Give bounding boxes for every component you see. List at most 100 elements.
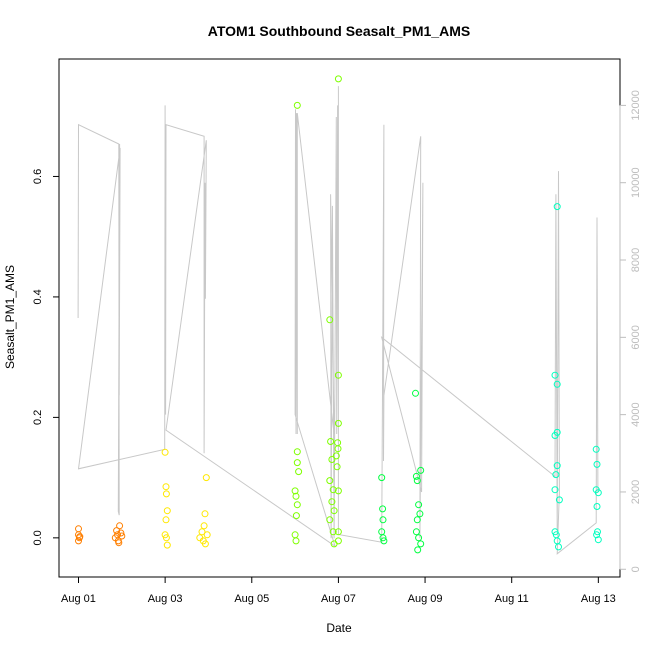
x-tick-label: Aug 11 — [495, 593, 529, 605]
data-point-series-3-28 — [334, 487, 342, 495]
data-point-series-5-1 — [553, 203, 561, 211]
x-tick-label: Aug 01 — [61, 593, 96, 605]
data-point-series-2-12 — [202, 474, 210, 482]
data-point-series-3-19 — [329, 528, 337, 536]
data-point-series-4-15 — [415, 534, 423, 542]
chart-title: ATOM1 Southbound Seasalt_PM1_AMS — [208, 23, 470, 39]
data-point-series-3-10 — [292, 537, 300, 545]
data-point-series-2-11 — [200, 522, 208, 530]
x-tick-label: Aug 09 — [408, 593, 443, 605]
data-point-series-1-1 — [75, 525, 82, 533]
plot-area — [58, 58, 621, 578]
data-point-series-5-6 — [553, 462, 561, 470]
data-point-series-5-17 — [594, 489, 602, 497]
data-point-series-3-23 — [334, 419, 342, 427]
data-point-series-4-9 — [413, 477, 421, 485]
data-point-series-3-21 — [334, 75, 342, 83]
y2-tick-label: 6000 — [630, 325, 642, 349]
y2-tick-label: 8000 — [630, 248, 642, 272]
x-axis-label: Date — [326, 621, 352, 635]
data-point-series-3-6 — [292, 492, 300, 500]
data-point-series-5-18 — [593, 503, 601, 510]
data-point-series-5-14 — [592, 445, 600, 453]
data-point-series-2-15 — [203, 531, 211, 539]
data-point-series-2-16 — [201, 540, 209, 548]
data-point-series-4-11 — [415, 501, 423, 509]
data-point-series-1-11 — [113, 527, 121, 535]
data-point-series-5-3 — [553, 380, 561, 388]
data-point-series-5-13 — [552, 531, 560, 539]
data-point-series-3-29 — [334, 528, 342, 536]
data-point-series-3-15 — [329, 486, 337, 494]
data-point-series-3-12 — [327, 438, 335, 445]
data-point-series-5-12 — [555, 543, 562, 551]
data-point-series-5-20 — [594, 536, 602, 544]
data-point-series-3-7 — [293, 501, 301, 509]
y-axis: 0.0 0.2 0.4 0.6 — [32, 169, 60, 545]
data-point-series-3-27 — [333, 463, 341, 471]
data-point-series-3-30 — [334, 537, 342, 545]
y-tick-label: 0.2 — [32, 410, 44, 425]
data-point-series-5-7 — [552, 471, 560, 479]
data-point-series-1-4 — [75, 537, 82, 545]
data-point-series-3-11 — [326, 316, 334, 324]
data-point-series-1-5 — [76, 533, 84, 541]
y2-axis: 0 2000 4000 6000 8000 10000 12000 — [619, 90, 642, 572]
data-point-series-3-18 — [326, 516, 334, 524]
data-point-series-1-12 — [118, 532, 126, 540]
data-point-series-3-24 — [334, 439, 342, 447]
data-point-series-4-6 — [380, 537, 388, 545]
data-point-series-4-17 — [414, 546, 422, 554]
data-point-series-4-8 — [412, 472, 420, 480]
y-tick-label: 0.0 — [32, 530, 44, 545]
data-point-series-2-1 — [161, 448, 169, 456]
data-point-series-3-8 — [292, 512, 300, 520]
data-point-series-2-7 — [163, 541, 171, 549]
data-point-series-4-13 — [413, 516, 421, 524]
data-point-series-4-12 — [416, 510, 424, 518]
data-point-series-4-3 — [379, 516, 387, 524]
data-point-series-4-16 — [417, 540, 425, 548]
data-point-series-4-2 — [379, 505, 387, 513]
y2-tick-label: 10000 — [630, 167, 642, 198]
data-point-series-3-25 — [334, 445, 342, 453]
x-tick-label: Aug 03 — [148, 593, 183, 605]
data-point-series-2-8 — [161, 531, 169, 539]
secondary-line-layer — [77, 86, 599, 555]
data-point-series-4-5 — [379, 534, 387, 542]
x-axis: Aug 01 Aug 03 Aug 05 Aug 07 Aug 09 Aug 11 Aug … — [61, 576, 616, 605]
data-point-series-5-2 — [551, 371, 559, 379]
data-point-series-3-3 — [293, 459, 301, 467]
data-point-series-2-5 — [162, 516, 170, 524]
y2-tick-label: 4000 — [630, 402, 642, 426]
data-point-series-3-26 — [332, 452, 340, 460]
data-point-series-3-9 — [291, 531, 299, 539]
x-tick-label: Aug 13 — [581, 593, 616, 605]
data-point-series-2-4 — [163, 507, 171, 515]
data-point-series-5-21 — [593, 531, 601, 539]
data-point-series-2-10 — [198, 528, 206, 536]
data-point-series-3-22 — [334, 371, 342, 379]
data-point-series-1-13 — [115, 539, 123, 547]
data-point-series-3-17 — [330, 507, 338, 515]
data-point-series-3-16 — [328, 498, 336, 506]
y-tick-label: 0.4 — [32, 289, 44, 304]
data-point-series-2-3 — [162, 490, 170, 498]
data-point-series-4-10 — [417, 466, 425, 474]
data-point-series-4-1 — [378, 474, 386, 482]
x-tick-label: Aug 05 — [234, 593, 269, 605]
data-point-series-4-7 — [412, 389, 419, 397]
y-tick-label: 0.6 — [32, 169, 44, 184]
data-point-series-3-1 — [293, 101, 301, 109]
points-layer — [75, 75, 602, 554]
data-point-series-5-5 — [551, 432, 559, 439]
data-point-series-4-14 — [412, 528, 420, 536]
y-axis-label: Seasalt_PM1_AMS — [3, 265, 17, 369]
data-point-series-5-15 — [593, 460, 601, 468]
data-point-series-3-4 — [295, 468, 303, 476]
data-point-series-2-2 — [162, 483, 170, 491]
data-point-series-2-13 — [201, 510, 209, 518]
data-point-series-5-19 — [594, 528, 601, 536]
data-point-series-3-13 — [328, 456, 336, 463]
